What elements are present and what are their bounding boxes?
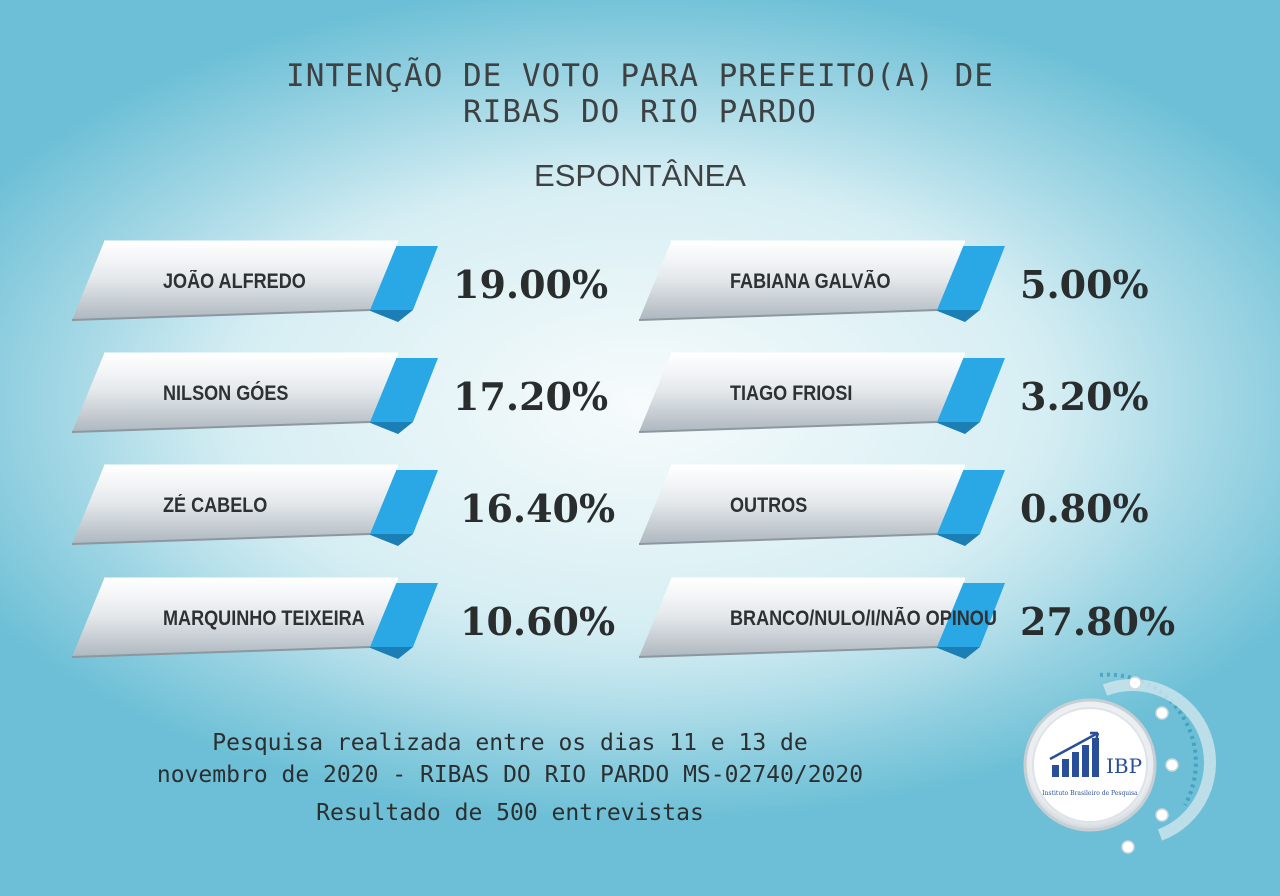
ribbon-shape xyxy=(71,240,438,322)
vote-percentage: 3.20% xyxy=(1020,374,1149,419)
result-row: TIAGO FRIOSI 3.20% xyxy=(635,352,1195,442)
vote-percentage: 19.00% xyxy=(453,262,609,307)
result-row: OUTROS 0.80% xyxy=(635,464,1195,554)
ribbon-shape xyxy=(638,464,1005,546)
result-row: BRANCO/NULO/I/NÃO OPINOU 27.80% xyxy=(635,577,1195,667)
chart-subtitle: ESPONTÂNEA xyxy=(534,158,746,193)
logo-text: IBP xyxy=(1106,754,1142,778)
result-row: JOÃO ALFREDO 19.00% xyxy=(68,240,628,330)
result-row: FABIANA GALVÃO 5.00% xyxy=(635,240,1195,330)
ribbon-shape xyxy=(638,577,1005,659)
ribbon-shape xyxy=(638,240,1005,322)
ribbon-shape xyxy=(71,577,438,659)
footer-line-2: novembro de 2020 - RIBAS DO RIO PARDO MS… xyxy=(156,762,864,788)
footer-line-3: Resultado de 500 entrevistas xyxy=(316,800,704,826)
ribbon-shape xyxy=(71,464,438,546)
footer-line-1: Pesquisa realizada entre os dias 11 e 13… xyxy=(212,730,808,756)
vote-percentage: 0.80% xyxy=(1020,486,1149,531)
title-line-1: INTENÇÃO DE VOTO PARA PREFEITO(A) DE xyxy=(286,58,994,94)
vote-percentage: 10.60% xyxy=(460,599,616,644)
candidate-name: OUTROS xyxy=(730,494,808,517)
candidate-name: ZÉ CABELO xyxy=(163,494,268,517)
chart-title: INTENÇÃO DE VOTO PARA PREFEITO(A) DE RIB… xyxy=(0,58,1280,130)
title-line-2: RIBAS DO RIO PARDO xyxy=(463,94,817,130)
logo-caption: Instituto Brasileiro de Pesquisa xyxy=(1042,790,1138,797)
result-row: NILSON GÓES 17.20% xyxy=(68,352,628,442)
candidate-name: BRANCO/NULO/I/NÃO OPINOU xyxy=(730,607,997,630)
vote-percentage: 5.00% xyxy=(1020,262,1149,307)
ribbon-shape xyxy=(71,352,438,434)
result-row: MARQUINHO TEIXEIRA 10.60% xyxy=(68,577,628,667)
candidate-name: JOÃO ALFREDO xyxy=(163,270,306,293)
candidate-name: FABIANA GALVÃO xyxy=(730,270,891,293)
vote-percentage: 17.20% xyxy=(453,374,609,419)
candidate-name: NILSON GÓES xyxy=(163,382,289,405)
candidate-name: MARQUINHO TEIXEIRA xyxy=(163,607,365,630)
ibp-logo: IBP Instituto Brasileiro de Pesquisa xyxy=(1023,672,1217,854)
vote-percentage: 16.40% xyxy=(460,486,616,531)
candidate-name: TIAGO FRIOSI xyxy=(730,382,853,405)
result-row: ZÉ CABELO 16.40% xyxy=(68,464,628,554)
ribbon-shape xyxy=(638,352,1005,434)
vote-percentage: 27.80% xyxy=(1020,599,1176,644)
